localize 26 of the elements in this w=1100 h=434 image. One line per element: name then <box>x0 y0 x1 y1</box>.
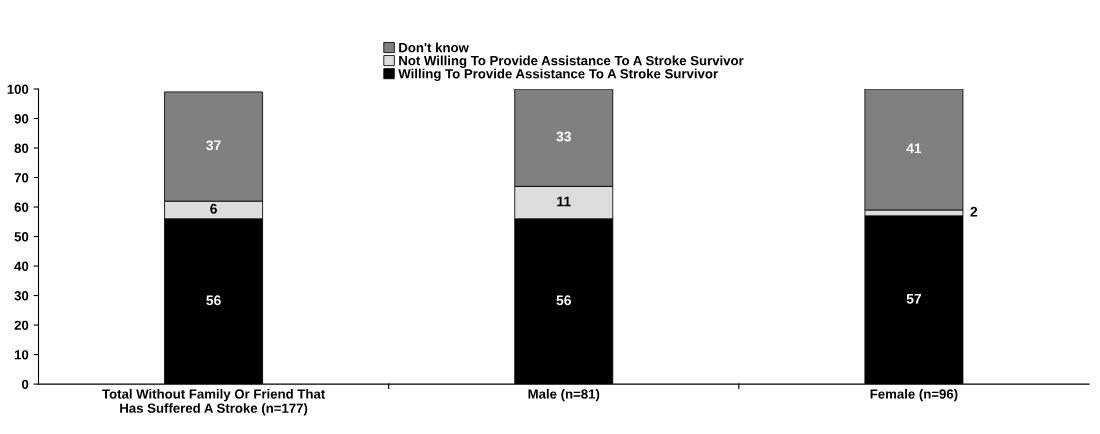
y-tick-label: 60 <box>14 202 29 212</box>
data-label: 11 <box>557 196 571 207</box>
data-label: 6 <box>210 203 217 214</box>
data-label: 56 <box>206 295 221 306</box>
y-tick-label: 70 <box>14 173 29 183</box>
legend-label: Willing To Provide Assistance To A Stroke Survivor <box>398 68 718 82</box>
legend-label: Don't know <box>399 42 469 53</box>
x-tick-label: Total Without Family Or Friend That Has Suffered A Stroke (n=177) <box>102 388 326 416</box>
data-label: 41 <box>906 143 922 154</box>
legend-label: Not Willing To Provide Assistance To A Stroke Survivor <box>399 55 744 68</box>
data-label: 56 <box>556 295 571 306</box>
y-tick-label: 80 <box>14 143 29 153</box>
y-tick-label: 90 <box>14 114 29 124</box>
y-tick-label: 40 <box>14 261 29 271</box>
y-tick-label: 50 <box>14 232 29 242</box>
y-tick-label: 20 <box>14 320 29 330</box>
data-label: 37 <box>206 140 221 151</box>
y-tick-label: 0 <box>21 379 29 389</box>
data-label: 2 <box>970 206 978 217</box>
x-tick-label: Male (n=81) <box>528 388 600 402</box>
y-tick-label: 10 <box>14 350 29 360</box>
data-label: 33 <box>556 131 571 142</box>
data-label: 57 <box>906 294 922 304</box>
y-tick-label: 100 <box>7 84 29 94</box>
x-tick-label: Female (n=96) <box>870 388 958 402</box>
y-tick-label: 30 <box>14 291 29 301</box>
